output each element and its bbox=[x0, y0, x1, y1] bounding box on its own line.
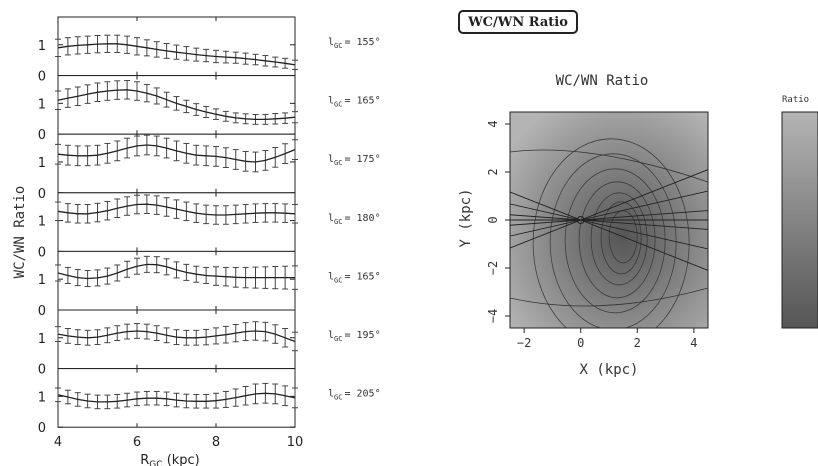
map-y-tick-label: 2 bbox=[486, 168, 500, 175]
label-main: l bbox=[328, 389, 334, 400]
label-value: = 180° bbox=[344, 213, 380, 224]
map-x-tick-label: 2 bbox=[634, 336, 641, 350]
panel-3: 0 1 lGC = 175° bbox=[38, 133, 381, 202]
map-x-tick-label: 0 bbox=[577, 336, 584, 350]
sun-marker bbox=[576, 216, 585, 224]
label-sub: GC bbox=[334, 101, 342, 109]
label-sub: GC bbox=[334, 218, 342, 226]
y-tick-label: 0 bbox=[38, 304, 46, 319]
y-axis-label: WC/WN Ratio bbox=[12, 186, 28, 279]
label-sub: GC bbox=[334, 276, 342, 284]
contour-line bbox=[532, 138, 690, 328]
label-main: l bbox=[328, 154, 334, 165]
y-tick-label: 0 bbox=[38, 245, 46, 260]
y-tick-label: 1 bbox=[38, 332, 46, 347]
label-value: = 195° bbox=[344, 330, 380, 341]
series-line bbox=[57, 330, 296, 343]
y-tick-label: 1 bbox=[38, 156, 46, 171]
y-tick-label: 0 bbox=[38, 70, 46, 85]
map-body bbox=[510, 112, 708, 328]
colorbar-scale bbox=[781, 111, 818, 329]
panel-longitude-label: lGC = 175° bbox=[328, 154, 381, 167]
y-tick-label: 1 bbox=[38, 97, 46, 112]
panel-longitude-label: lGC = 165° bbox=[328, 96, 381, 109]
panel-longitude-label: lGC = 165° bbox=[328, 271, 381, 284]
x-tick-label: 8 bbox=[212, 435, 220, 450]
map-x-axis-label: X (kpc) bbox=[579, 362, 638, 378]
series-line bbox=[57, 43, 296, 66]
contour-line bbox=[590, 192, 648, 286]
label-main: l bbox=[328, 271, 334, 282]
label-main: l bbox=[328, 96, 334, 107]
contour-line bbox=[600, 201, 642, 275]
y-tick-label: 0 bbox=[38, 187, 46, 202]
panel-frame bbox=[57, 250, 296, 311]
label-sub: GC bbox=[334, 159, 342, 167]
label-value: = 175° bbox=[344, 154, 380, 165]
map-y-tick-label: −4 bbox=[486, 309, 500, 323]
series-line bbox=[57, 263, 295, 280]
panel-longitude-label: lGC = 195° bbox=[328, 330, 381, 343]
y-tick-label: 1 bbox=[38, 215, 46, 230]
label-main: l bbox=[328, 37, 334, 48]
label-value: = 165° bbox=[344, 96, 380, 107]
label-sub: GC bbox=[334, 394, 342, 402]
label-main: l bbox=[328, 330, 334, 341]
map-y-axis-label: Y (kpc) bbox=[458, 188, 474, 247]
contour-line bbox=[578, 181, 656, 299]
map-title: WC/WN Ratio bbox=[556, 73, 649, 89]
sightline bbox=[510, 169, 708, 249]
colorbar-label: Ratio bbox=[782, 95, 809, 105]
label-main: l bbox=[328, 213, 334, 224]
x-tick-label: 6 bbox=[133, 435, 141, 450]
series-line bbox=[57, 203, 296, 216]
panel-longitude-label: lGC = 155° bbox=[328, 37, 381, 50]
label-value: = 165° bbox=[344, 271, 380, 282]
label-value: = 155° bbox=[344, 37, 380, 48]
panel-longitude-label: lGC = 180° bbox=[328, 213, 381, 226]
x-tick-label: 4 bbox=[54, 435, 62, 450]
label-sub: GC bbox=[334, 42, 342, 50]
panel-2: 0 1 lGC = 165° bbox=[38, 75, 381, 143]
label-value: = 205° bbox=[344, 389, 380, 400]
series-line bbox=[57, 144, 296, 163]
contour-line bbox=[510, 149, 708, 183]
map-y-tick-label: −2 bbox=[486, 261, 500, 275]
contour-line bbox=[510, 287, 708, 307]
panel-1: 0 1 lGC = 155° bbox=[38, 16, 381, 85]
y-tick-label: 0 bbox=[38, 128, 46, 143]
panel-longitude-label: lGC = 205° bbox=[328, 389, 381, 402]
colorbar bbox=[781, 111, 818, 329]
map-x-tick-label: −2 bbox=[517, 336, 531, 350]
wc-wn-ratio-button[interactable]: WC/WN Ratio bbox=[458, 10, 578, 34]
x-tick-label: 10 bbox=[287, 435, 304, 450]
label-sub: GC bbox=[334, 335, 342, 343]
contour-line bbox=[564, 168, 666, 314]
series-line bbox=[57, 392, 296, 403]
ratio-map: −2 0 2 4 −4 −2 0 2 4 bbox=[486, 111, 709, 350]
map-y-tick-label: 4 bbox=[486, 120, 500, 127]
panel-6: 0 1 lGC = 195° bbox=[38, 309, 381, 378]
y-tick-label: 1 bbox=[38, 390, 46, 405]
y-tick-label: 1 bbox=[38, 273, 46, 288]
y-tick-label: 0 bbox=[38, 421, 46, 436]
map-x-tick-label: 4 bbox=[690, 336, 697, 350]
panel-4: 0 1 lGC = 180° bbox=[38, 192, 381, 260]
series-line bbox=[57, 89, 296, 121]
y-tick-label: 1 bbox=[38, 39, 46, 54]
ratio-profiles: 01 lGC = 155°01 lGC = 165°01 lGC = 175°01 lGC = … bbox=[38, 16, 381, 450]
panel-5: 0 1 lGC = 165° bbox=[38, 250, 381, 319]
panel-7: 0 1 lGC = 205° bbox=[38, 368, 381, 436]
map-y-tick-label: 0 bbox=[486, 216, 500, 223]
x-axis-label: RGC (kpc) bbox=[140, 453, 200, 466]
y-tick-label: 0 bbox=[38, 363, 46, 378]
